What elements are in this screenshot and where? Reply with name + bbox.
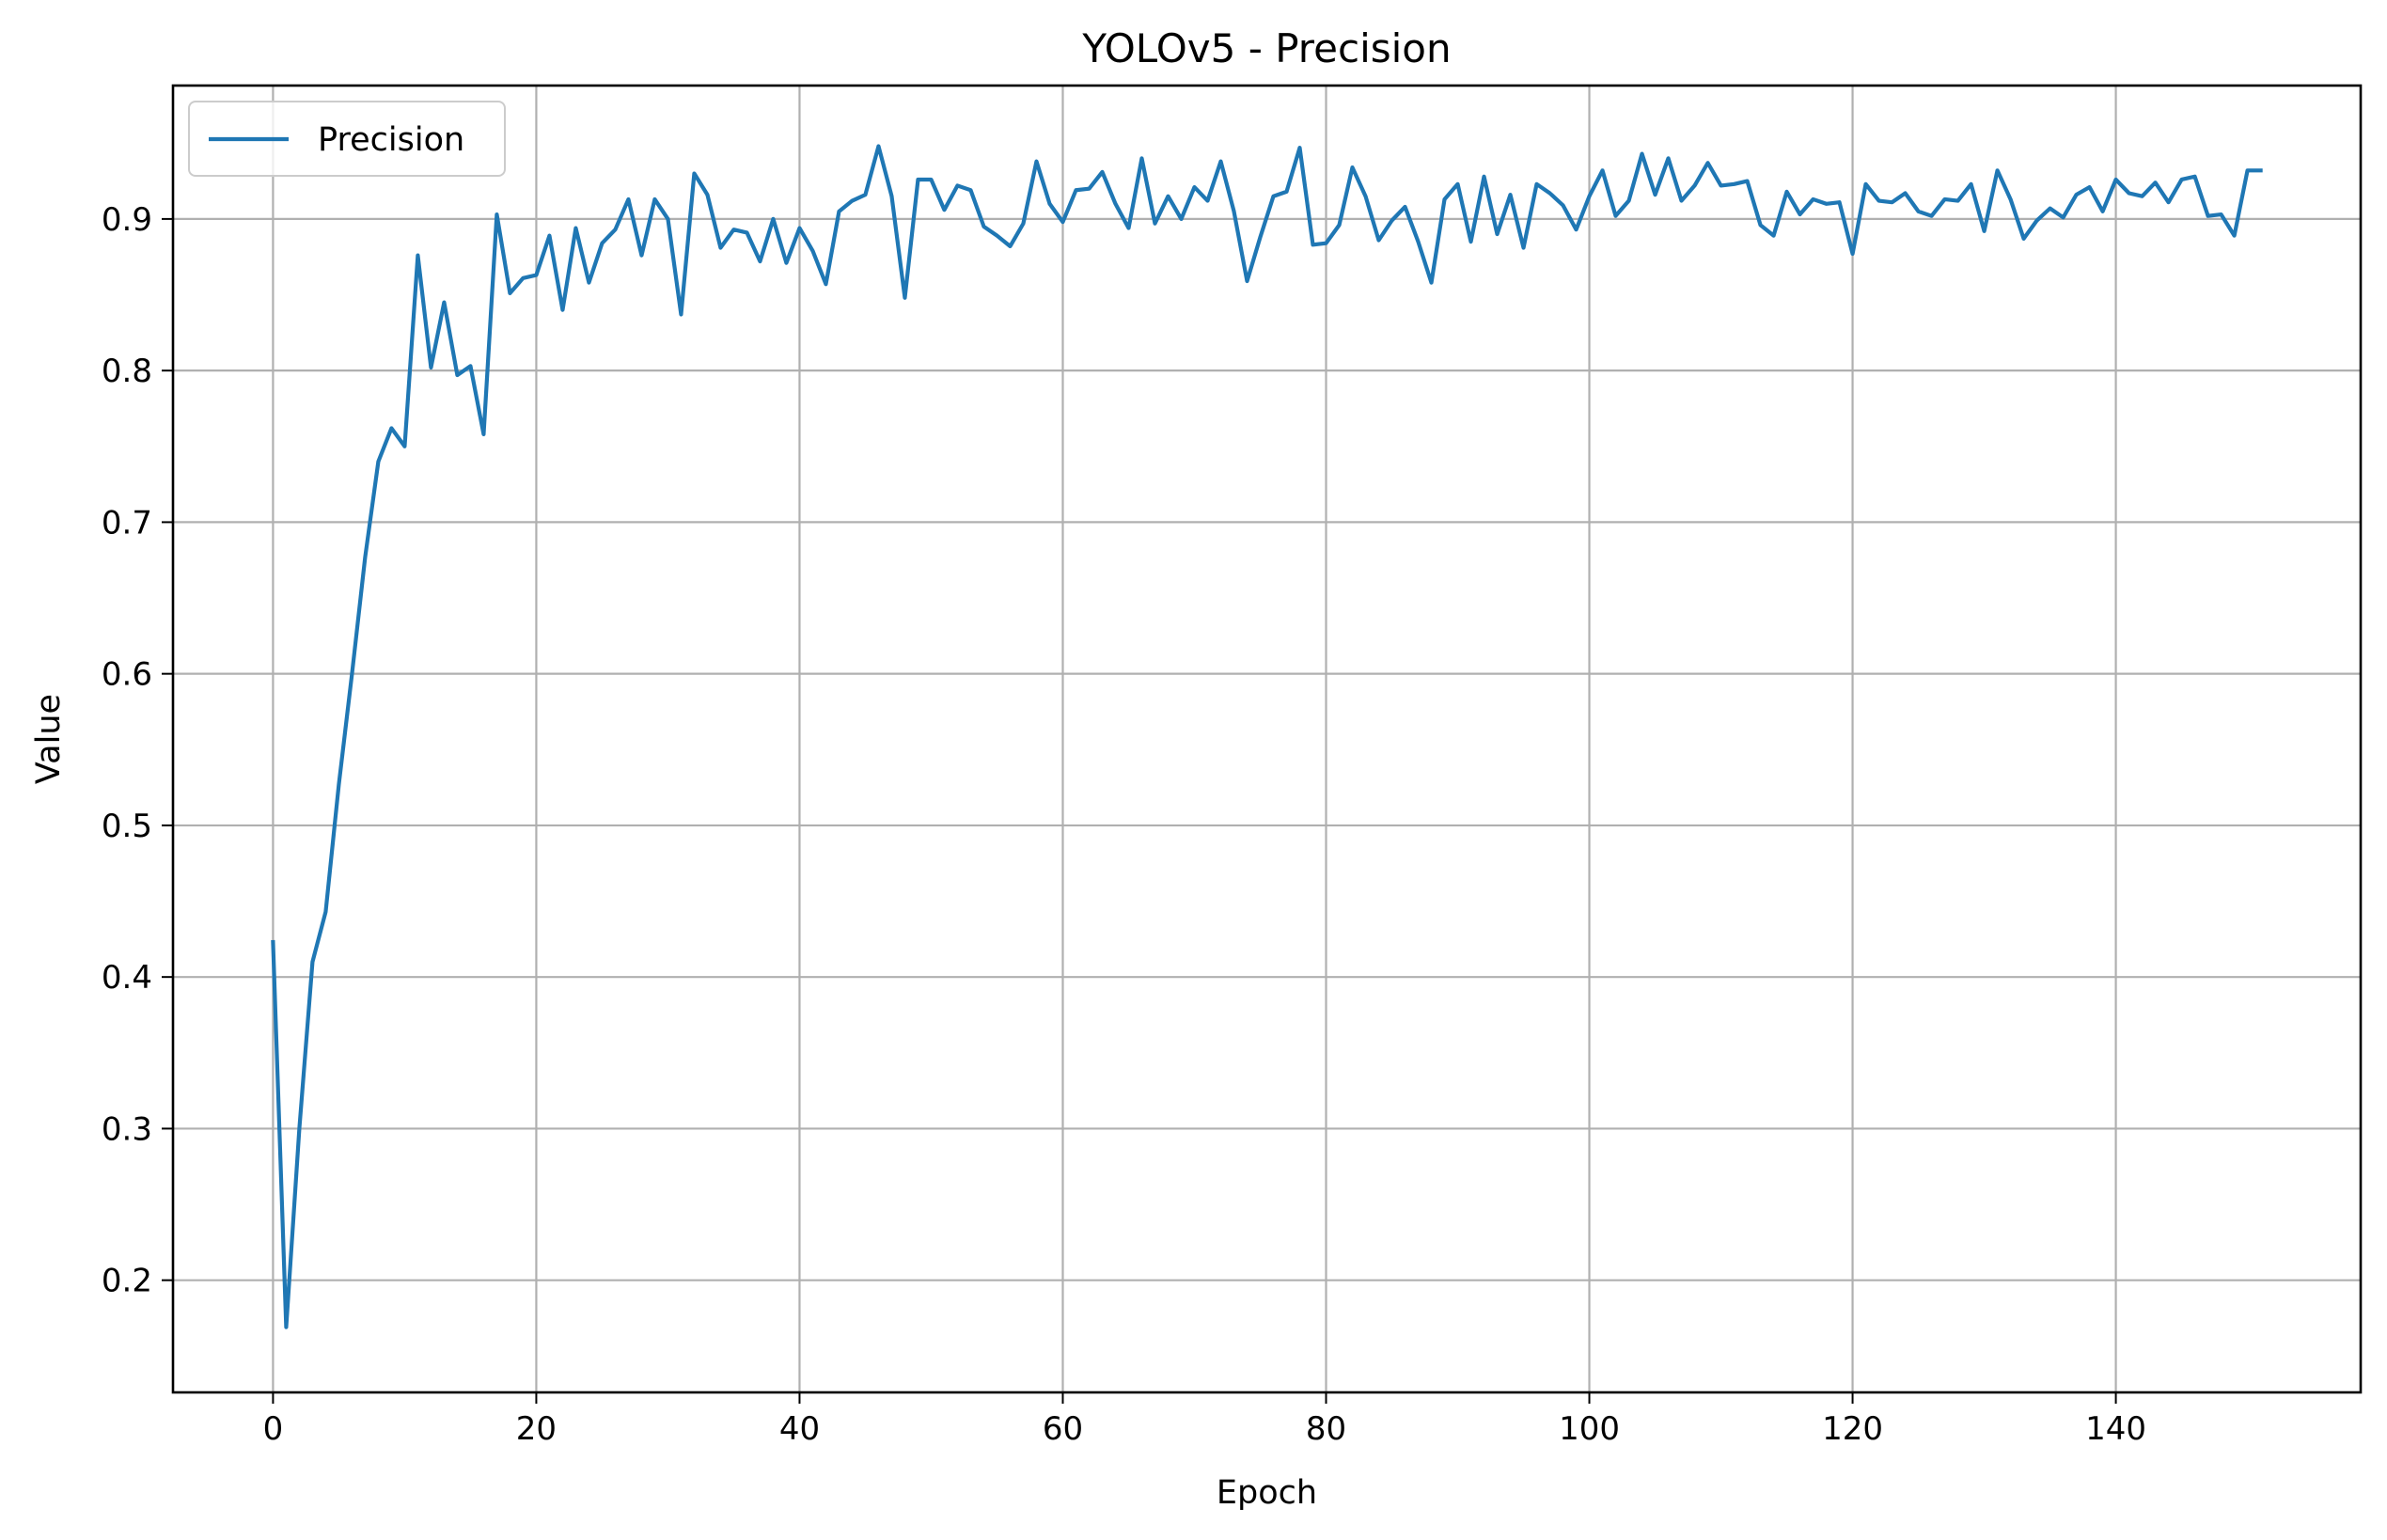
x-tick-label: 60 <box>1043 1410 1083 1448</box>
legend-label-precision: Precision <box>318 121 464 159</box>
x-tick-label: 0 <box>263 1410 284 1448</box>
x-axis-label: Epoch <box>1217 1474 1317 1512</box>
x-tick-label: 100 <box>1559 1410 1620 1448</box>
y-tick-label: 0.7 <box>102 504 152 542</box>
x-tick-label: 80 <box>1306 1410 1346 1448</box>
legend-box <box>188 101 506 177</box>
chart-title: YOLOv5 - Precision <box>1081 25 1451 71</box>
x-tick-label: 120 <box>1822 1410 1883 1448</box>
tick-layer: 0 20 40 60 80 100 120 140 0.2 0.3 0.4 0.5 0.6 0.7 0.8 0… <box>102 201 2146 1448</box>
plot-area-frame <box>171 84 2363 1394</box>
y-tick-label: 0.6 <box>102 656 152 694</box>
x-tick-label: 40 <box>779 1410 820 1448</box>
grid-layer <box>173 86 2361 1392</box>
y-tick-label: 0.2 <box>102 1263 152 1300</box>
y-tick-label: 0.8 <box>102 353 152 390</box>
y-tick-label: 0.5 <box>102 808 152 845</box>
x-tick-label: 140 <box>2085 1410 2146 1448</box>
y-tick-label: 0.4 <box>102 959 152 997</box>
series-line-precision <box>271 144 2263 1329</box>
y-tick-label: 0.9 <box>102 201 152 239</box>
series-layer <box>271 144 2263 1329</box>
y-tick-label: 0.3 <box>102 1110 152 1148</box>
legend: Precision <box>188 101 506 177</box>
x-tick-label: 20 <box>516 1410 557 1448</box>
y-axis-label: Value <box>30 694 68 784</box>
